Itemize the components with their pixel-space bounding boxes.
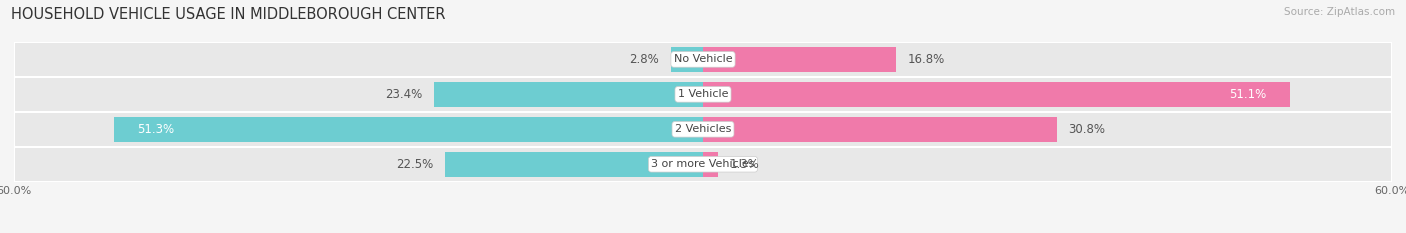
Bar: [703, 152, 718, 177]
Text: 1 Vehicle: 1 Vehicle: [678, 89, 728, 99]
Text: 16.8%: 16.8%: [907, 53, 945, 66]
Text: 51.3%: 51.3%: [136, 123, 174, 136]
Bar: [114, 117, 703, 142]
Bar: [671, 47, 703, 72]
Text: 2.8%: 2.8%: [630, 53, 659, 66]
Text: 23.4%: 23.4%: [385, 88, 423, 101]
Text: 2 Vehicles: 2 Vehicles: [675, 124, 731, 134]
Text: No Vehicle: No Vehicle: [673, 55, 733, 64]
Text: HOUSEHOLD VEHICLE USAGE IN MIDDLEBOROUGH CENTER: HOUSEHOLD VEHICLE USAGE IN MIDDLEBOROUGH…: [11, 7, 446, 22]
Bar: [703, 82, 1289, 107]
Text: 3 or more Vehicles: 3 or more Vehicles: [651, 159, 755, 169]
Text: Source: ZipAtlas.com: Source: ZipAtlas.com: [1284, 7, 1395, 17]
Bar: [14, 112, 1392, 147]
Bar: [703, 117, 1057, 142]
Bar: [14, 42, 1392, 77]
Bar: [434, 82, 703, 107]
Text: 22.5%: 22.5%: [396, 158, 433, 171]
Bar: [14, 147, 1392, 182]
Bar: [444, 152, 703, 177]
Text: 1.3%: 1.3%: [730, 158, 759, 171]
Text: 30.8%: 30.8%: [1069, 123, 1105, 136]
Bar: [14, 77, 1392, 112]
Text: 51.1%: 51.1%: [1229, 88, 1267, 101]
Bar: [703, 47, 896, 72]
